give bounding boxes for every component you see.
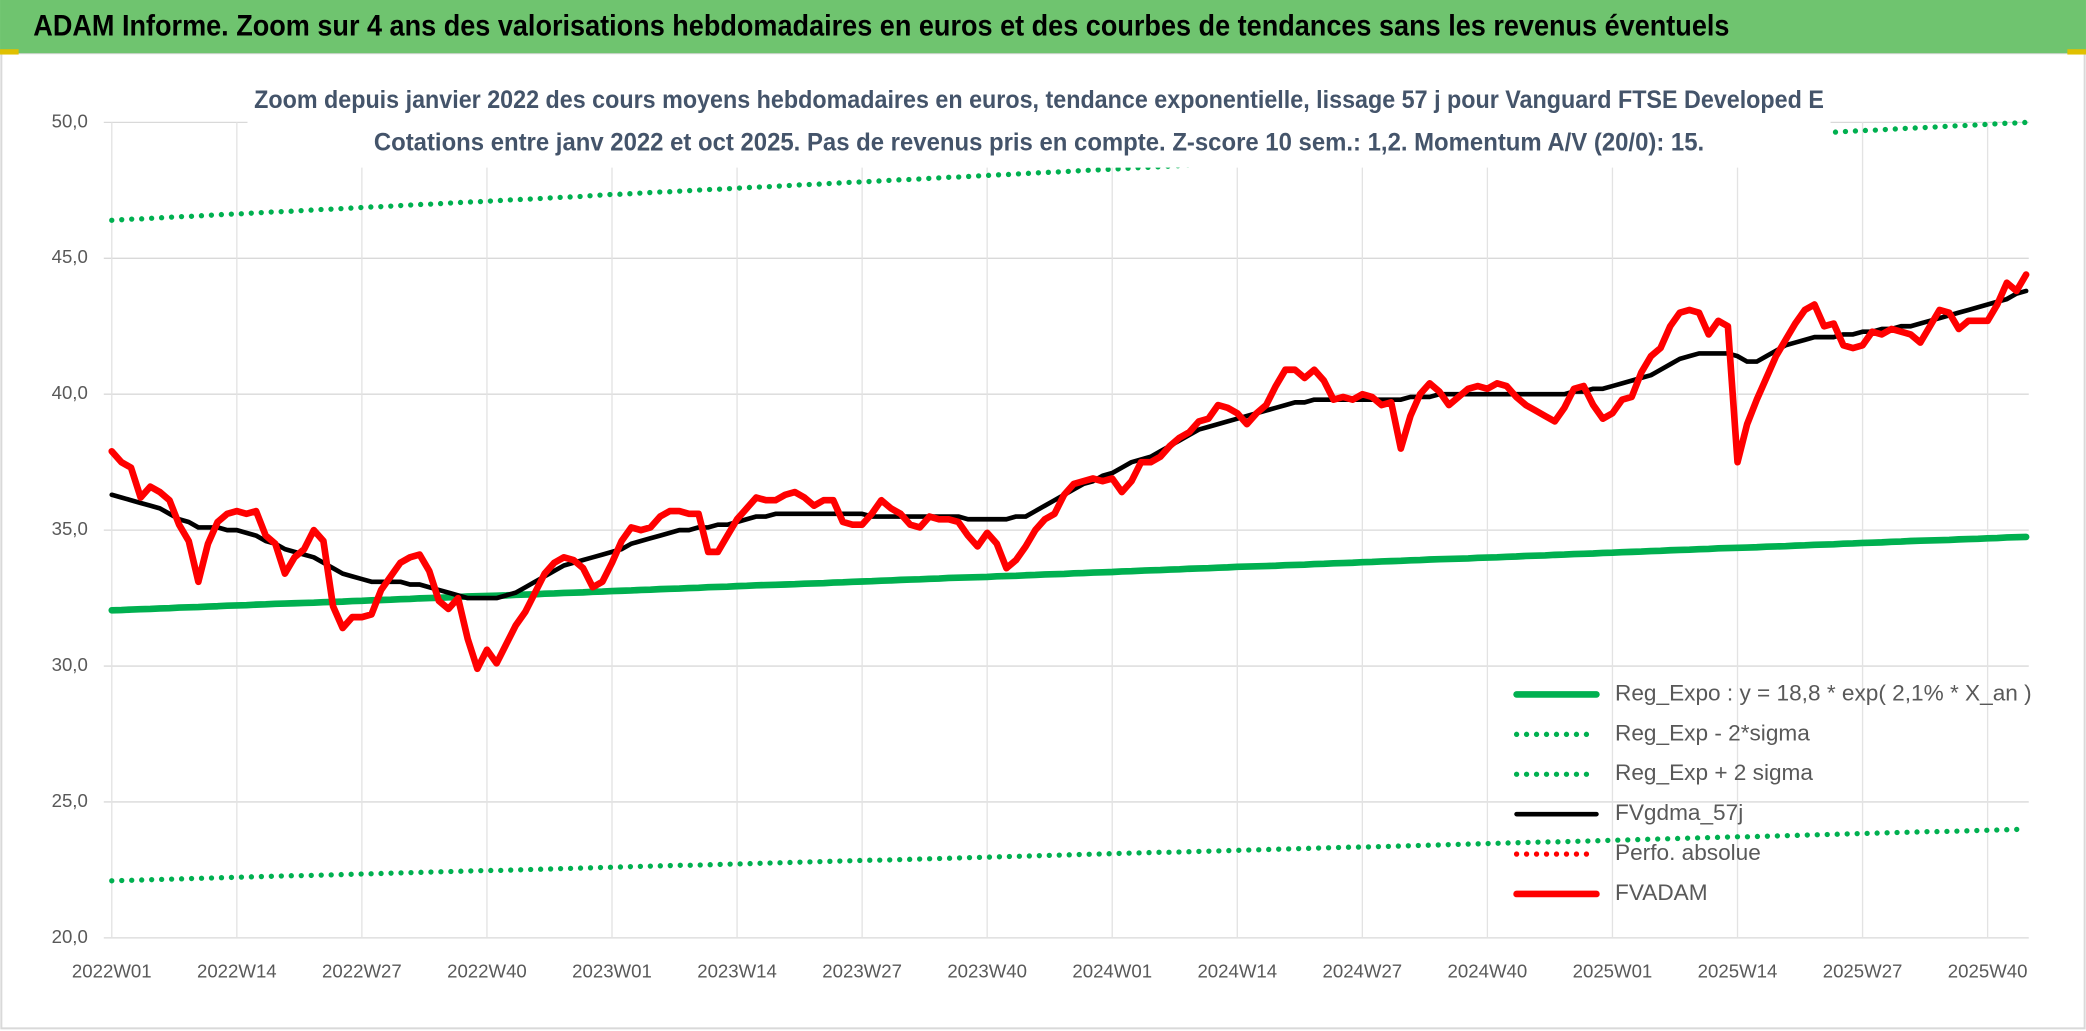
y-tick-label: 25,0 (52, 790, 88, 811)
y-tick-label: 30,0 (52, 654, 88, 675)
y-tick-label: 50,0 (52, 110, 88, 131)
x-tick-label: 2024W01 (1072, 960, 1152, 981)
header-bar (0, 0, 2086, 54)
x-tick-label: 2025W40 (1948, 960, 2028, 981)
series-line (108, 533, 2030, 614)
x-tick-label: 2024W27 (1323, 960, 1403, 981)
x-tick-label: 2022W01 (72, 960, 152, 981)
series-line (108, 271, 2030, 673)
x-tick-label: 2022W14 (197, 960, 277, 981)
x-tick-label: 2024W14 (1197, 960, 1277, 981)
legend-label: Reg_Expo : y = 18,8 * exp( 2,1% * X_an ) (1615, 680, 2032, 705)
x-tick-label: 2023W01 (572, 960, 652, 981)
series-line (109, 826, 2029, 884)
x-tick-label: 2023W40 (947, 960, 1027, 981)
x-tick-label: 2025W14 (1698, 960, 1778, 981)
legend-label: FVgdma_57j (1615, 800, 1743, 825)
x-tick-label: 2023W27 (822, 960, 902, 981)
x-tick-label: 2025W27 (1823, 960, 1903, 981)
y-tick-label: 40,0 (52, 382, 88, 403)
legend-label: Reg_Exp - 2*sigma (1615, 720, 1810, 745)
title-box (247, 77, 1831, 168)
legend-label: Reg_Exp + 2 sigma (1615, 760, 1813, 785)
x-tick-label: 2023W14 (697, 960, 777, 981)
chart-frame (0, 52, 2086, 1030)
header-title: ADAM Informe. Zoom sur 4 ans des valoris… (33, 11, 1729, 43)
legend-label: Perfo. absolue (1615, 840, 1761, 865)
y-tick-label: 35,0 (52, 518, 88, 539)
legend-label: FVADAM (1615, 880, 1708, 905)
x-tick-label: 2022W40 (447, 960, 527, 981)
x-tick-label: 2024W40 (1448, 960, 1528, 981)
x-tick-label: 2025W01 (1573, 960, 1653, 981)
chart-subtitle: Cotations entre janv 2022 et oct 2025. P… (374, 128, 1704, 156)
x-tick-label: 2022W27 (322, 960, 402, 981)
corner-accent (0, 49, 19, 55)
chart-title: Zoom depuis janvier 2022 des cours moyen… (254, 86, 1824, 114)
y-tick-label: 20,0 (52, 926, 88, 947)
corner-accent (2067, 49, 2086, 55)
y-tick-label: 45,0 (52, 246, 88, 267)
